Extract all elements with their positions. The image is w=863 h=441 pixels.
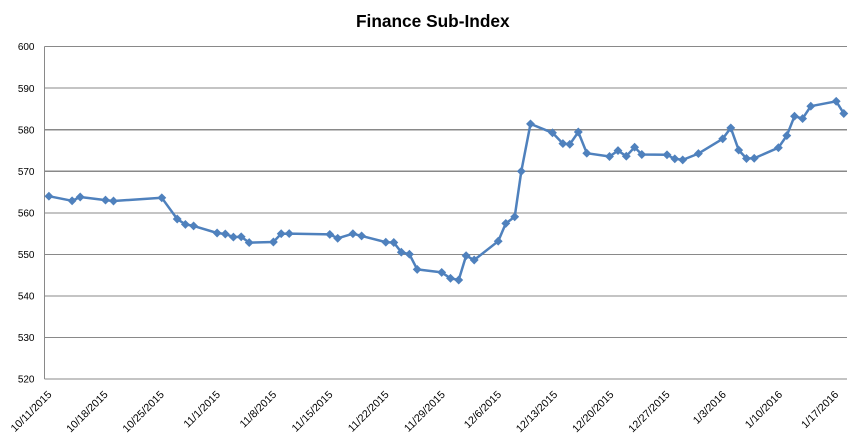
svg-text:520: 520 (18, 375, 35, 386)
svg-text:540: 540 (18, 292, 35, 303)
svg-text:580: 580 (18, 125, 35, 136)
svg-text:550: 550 (18, 250, 35, 261)
svg-text:560: 560 (18, 208, 35, 219)
svg-text:600: 600 (18, 42, 35, 53)
svg-text:570: 570 (18, 167, 35, 178)
svg-text:530: 530 (18, 333, 35, 344)
svg-text:Finance Sub-Index: Finance Sub-Index (356, 11, 510, 31)
svg-text:590: 590 (18, 84, 35, 95)
